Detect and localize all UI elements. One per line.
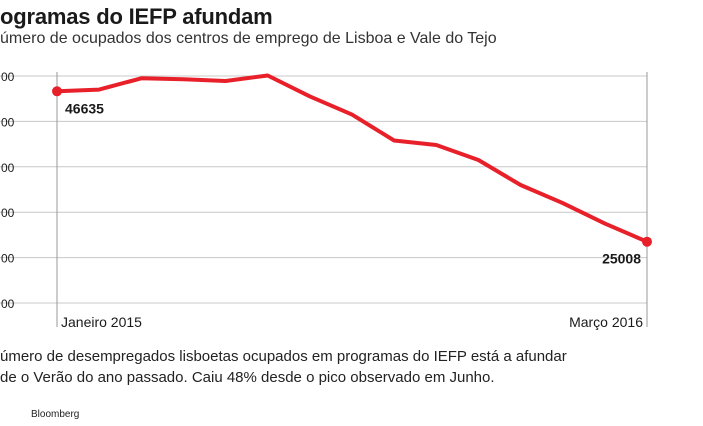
y-tick-label: 00 [1,70,15,84]
caption-line-1: úmero de desempregados lisboetas ocupado… [0,348,567,365]
y-tick-label: 00 [1,206,15,220]
caption-line-2: de o Verão do ano passado. Caiu 48% desd… [0,369,495,386]
source-label: Bloomberg [31,409,80,420]
chart-title: ogramas do IEFP afundam [0,4,273,29]
data-point-marker [52,86,62,97]
y-tick-label: 00 [1,252,15,266]
x-tick-label-end: Março 2016 [569,314,643,330]
y-tick-label: 00 [1,161,15,175]
x-tick-label-start: Janeiro 2015 [61,314,142,330]
series-line [55,73,649,244]
line-chart: 00 00 00 00 00 00 Janeiro 2015 Março 2016 46635 2… [0,70,652,330]
chart-subtitle: úmero de ocupados dos centros de emprego… [0,30,497,47]
chart-caption: úmero de desempregados lisboetas ocupado… [0,346,567,388]
data-label: 46635 [65,100,104,116]
y-tick-label: 00 [1,297,15,311]
data-label: 25008 [602,251,641,267]
y-tick-label: 00 [1,115,15,129]
data-point-marker [642,236,652,247]
